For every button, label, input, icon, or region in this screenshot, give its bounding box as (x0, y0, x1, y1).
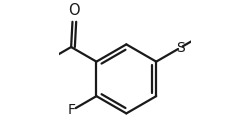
Text: O: O (68, 3, 80, 18)
Text: S: S (176, 41, 184, 55)
Text: F: F (68, 103, 76, 117)
